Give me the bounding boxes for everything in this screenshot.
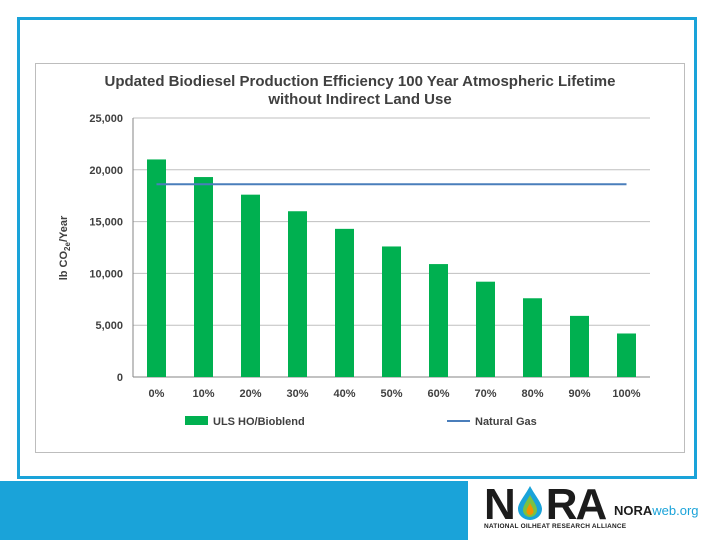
legend-label-uls-ho-bioblend: ULS HO/Bioblend <box>213 416 305 428</box>
chart-title: Updated Biodiesel Production Efficiency … <box>35 73 685 109</box>
x-tick-label: 10% <box>192 388 214 400</box>
nora-logo: N RA NORAweb.org NATIONAL OILHEAT RESEAR… <box>468 481 720 540</box>
x-tick-label: 20% <box>239 388 261 400</box>
bar <box>523 298 542 377</box>
y-tick-label: 5,000 <box>95 320 123 332</box>
y-tick-label: 10,000 <box>89 268 123 280</box>
x-tick-label: 30% <box>286 388 308 400</box>
y-axis-label: lb CO2e/Year <box>58 215 72 280</box>
bar <box>194 177 213 377</box>
x-tick-label: 70% <box>474 388 496 400</box>
x-tick-label: 100% <box>612 388 640 400</box>
logo-tagline: NATIONAL OILHEAT RESEARCH ALLIANCE <box>484 523 627 530</box>
bar <box>288 211 307 377</box>
legend-label-natural-gas: Natural Gas <box>475 416 537 428</box>
bar <box>335 228 354 377</box>
bar <box>241 194 260 377</box>
x-tick-label: 50% <box>380 388 402 400</box>
logo-wordmark: N RA <box>484 481 607 529</box>
oil-drop-icon <box>517 486 542 520</box>
bar <box>382 246 401 377</box>
chart-area <box>35 63 685 453</box>
y-tick-label: 15,000 <box>89 217 123 229</box>
x-tick-label: 0% <box>149 388 165 400</box>
legend-swatch-bar <box>185 416 208 425</box>
logo-site-light: web.org <box>652 503 699 518</box>
logo-site: NORAweb.org <box>614 503 699 518</box>
bar <box>570 315 589 377</box>
y-tick-label: 0 <box>117 372 123 384</box>
bar <box>617 333 636 377</box>
chart-title-line-1: Updated Biodiesel Production Efficiency … <box>104 73 616 90</box>
x-tick-label: 90% <box>568 388 590 400</box>
y-tick-label: 25,000 <box>89 113 123 125</box>
bar <box>429 264 448 377</box>
x-tick-label: 80% <box>521 388 543 400</box>
bar <box>147 159 166 377</box>
x-tick-label: 60% <box>427 388 449 400</box>
logo-letters-ra: RA <box>545 480 608 529</box>
x-tick-label: 40% <box>333 388 355 400</box>
chart-title-line-2: without Indirect Land Use <box>268 91 452 108</box>
y-tick-label: 20,000 <box>89 165 123 177</box>
logo-letter-n: N <box>484 480 516 529</box>
bar <box>476 281 495 377</box>
logo-site-bold: NORA <box>614 503 653 518</box>
